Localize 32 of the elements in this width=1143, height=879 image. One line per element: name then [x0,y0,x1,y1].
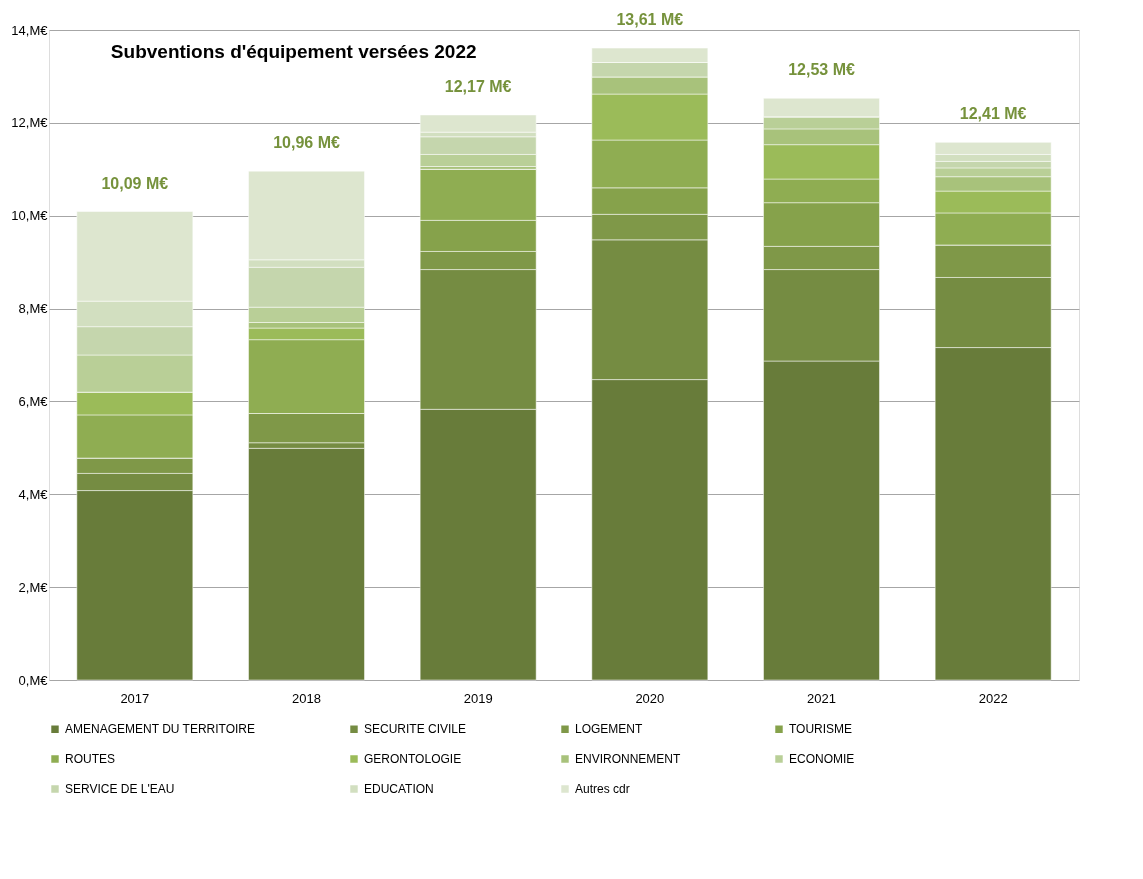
y-tick-label: 8,M€ [18,301,49,317]
legend-label: Autres cdr [575,782,630,796]
y-tick-label: 0,M€ [18,672,49,688]
x-tick-label: 2021 [807,690,836,706]
y-tick-label: 12,M€ [11,115,49,131]
annotation: 12,17 M€ [444,77,512,95]
y-tick-label: 6,M€ [18,393,49,409]
legend-label: SECURITE CIVILE [364,722,467,737]
x-tick-label: 2018 [292,690,321,706]
y-tick-label: 4,M€ [18,486,49,502]
x-tick-label: 2022 [978,690,1008,706]
text: Subventions d'équipement versées 2022 [110,41,477,63]
annotation: 12,53 M€ [788,61,855,79]
annotation: 10,96 M€ [273,134,340,152]
legend-label: LOGEMENT [575,722,644,737]
legend-label: ECONOMIE [789,752,855,766]
annotation: 13,61 M€ [616,11,684,29]
legend-label: SERVICE DE L'EAU [65,782,175,796]
annotation: 10,09 M€ [101,174,169,192]
legend-label: ENVIRONNEMENT [575,752,682,766]
y-tick-label: 14,M€ [11,22,49,38]
legend-label: TOURISME [789,722,853,737]
x-tick-label: 2017 [120,690,150,706]
y-tick-label: 10,M€ [11,208,49,224]
x-tick-label: 2020 [635,690,665,706]
legend-label: ROUTES [65,752,116,766]
legend-label: AMENAGEMENT DU TERRITOIRE [65,722,256,737]
x-tick-label: 2019 [463,690,493,706]
legend-label: GERONTOLOGIE [364,752,462,766]
y-tick-label: 2,M€ [18,579,49,595]
annotation: 12,41 M€ [959,105,1027,123]
legend-label: EDUCATION [364,782,434,796]
